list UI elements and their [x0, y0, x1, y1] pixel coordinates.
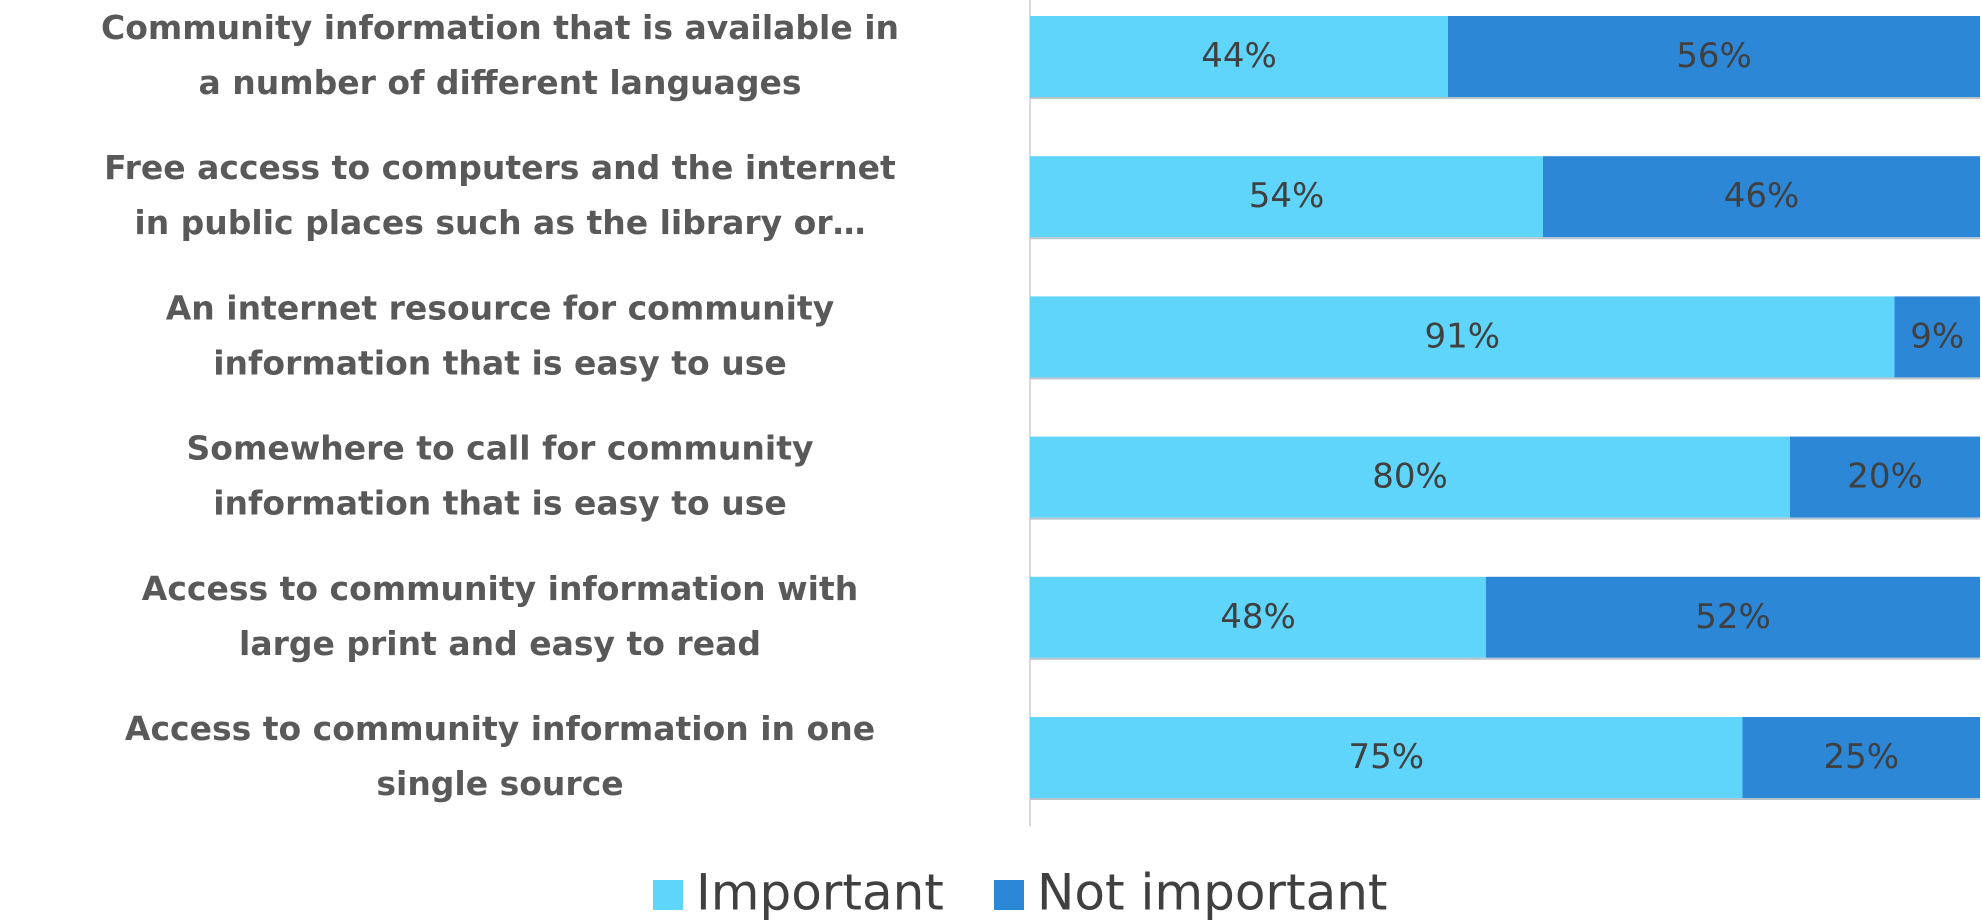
category-label: Access to community information with	[142, 569, 858, 608]
category-label: single source	[376, 764, 623, 803]
bar-segment	[1030, 436, 1790, 518]
value-label: 80%	[1372, 457, 1448, 497]
bar-segment	[1030, 16, 1448, 97]
category-label: information that is easy to use	[213, 343, 787, 382]
legend-label: Not important	[1037, 864, 1388, 921]
bar-segment	[1894, 296, 1980, 378]
legend-swatch	[653, 880, 683, 910]
value-label: 91%	[1424, 316, 1500, 356]
category-label: Access to community information in one	[125, 709, 875, 748]
bar-segment	[1790, 436, 1980, 518]
category-label: Community information that is available …	[101, 8, 899, 47]
legend-swatch	[994, 880, 1024, 910]
bar-segment	[1030, 156, 1543, 238]
bar-segment	[1742, 717, 1980, 798]
bar-segment	[1030, 717, 1743, 798]
category-label: in public places such as the library or…	[134, 203, 865, 242]
category-label: An internet resource for community	[166, 288, 834, 327]
value-label: 48%	[1220, 597, 1296, 637]
value-label: 52%	[1695, 597, 1771, 637]
value-label: 44%	[1201, 36, 1277, 76]
category-label: Free access to computers and the interne…	[104, 148, 896, 187]
value-label: 9%	[1910, 316, 1964, 356]
value-label: 56%	[1676, 36, 1752, 76]
category-label: a number of different languages	[199, 63, 802, 102]
bar-segment	[1030, 576, 1486, 658]
value-label: 20%	[1847, 457, 1923, 497]
legend-label: Important	[696, 864, 944, 921]
bar-segment	[1030, 296, 1895, 378]
value-label: 46%	[1724, 176, 1800, 216]
category-label: information that is easy to use	[213, 484, 787, 523]
value-label: 75%	[1348, 737, 1424, 777]
bar-segment	[1486, 576, 1980, 658]
category-label: large print and easy to read	[239, 624, 761, 663]
value-label: 25%	[1823, 737, 1899, 777]
bar-segment	[1543, 156, 1980, 238]
bar-segment	[1448, 16, 1980, 97]
value-label: 54%	[1249, 176, 1325, 216]
category-label: Somewhere to call for community	[187, 429, 814, 468]
